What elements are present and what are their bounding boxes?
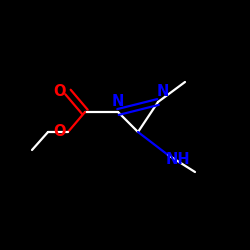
- Text: O: O: [54, 124, 66, 140]
- Text: N: N: [112, 94, 124, 110]
- Text: N: N: [157, 84, 169, 100]
- Text: NH: NH: [166, 152, 190, 168]
- Text: O: O: [54, 84, 66, 100]
